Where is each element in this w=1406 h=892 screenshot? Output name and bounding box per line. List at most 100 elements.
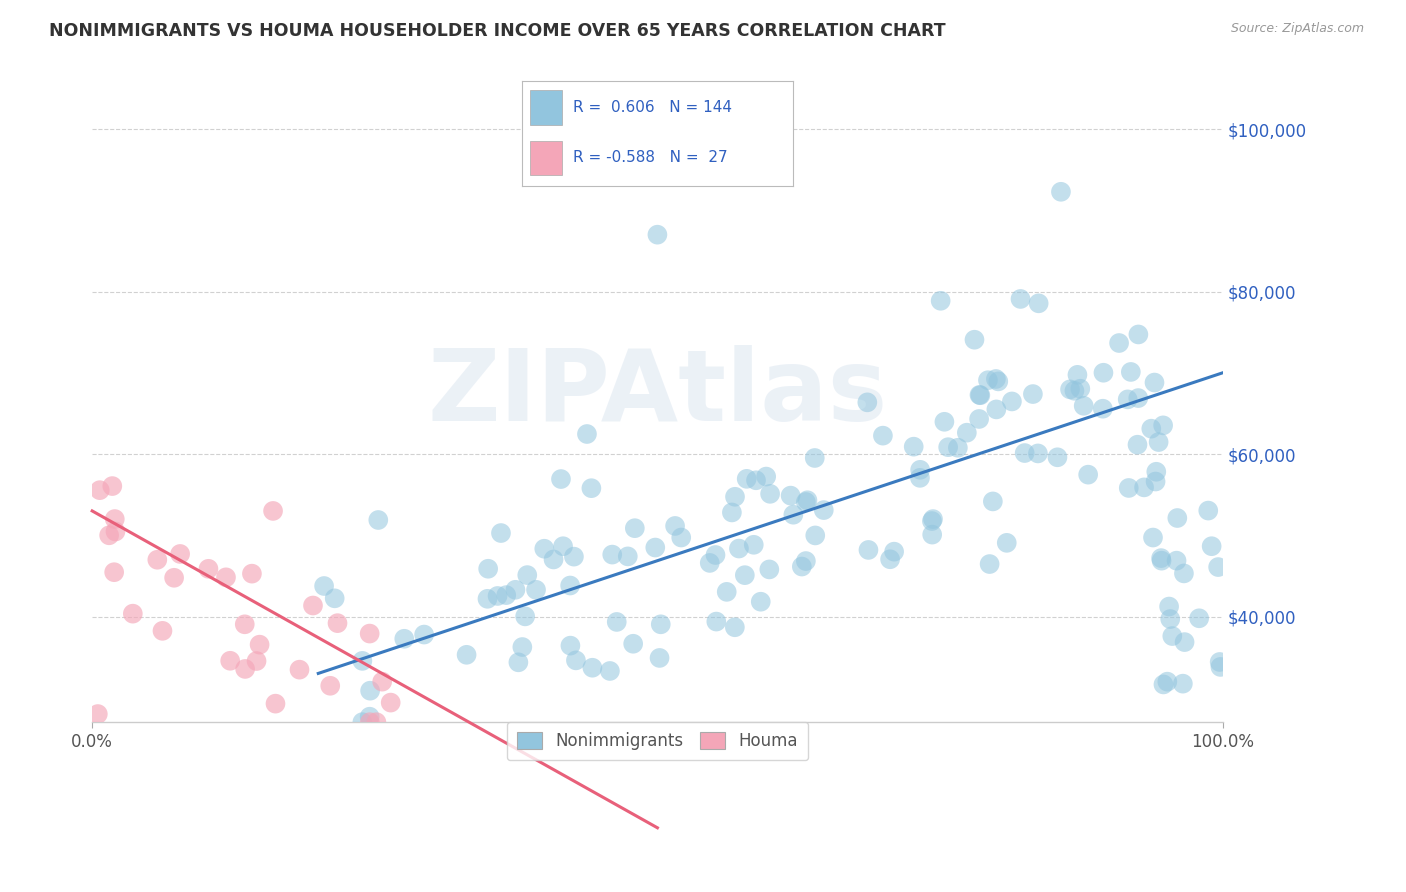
Point bbox=[796, 493, 818, 508]
Point bbox=[367, 513, 389, 527]
Point bbox=[790, 559, 813, 574]
Point bbox=[1152, 418, 1174, 433]
Point bbox=[671, 531, 693, 545]
Point bbox=[1143, 376, 1166, 390]
Point bbox=[516, 568, 538, 582]
Point bbox=[352, 654, 374, 668]
Legend: Nonimmigrants, Houma: Nonimmigrants, Houma bbox=[508, 722, 808, 760]
Point bbox=[319, 679, 342, 693]
Point bbox=[1144, 475, 1167, 489]
Point bbox=[302, 599, 325, 613]
Point bbox=[1197, 503, 1219, 517]
Point bbox=[929, 293, 952, 308]
Point bbox=[724, 620, 747, 634]
Point bbox=[921, 527, 943, 541]
Point bbox=[1206, 560, 1229, 574]
Point bbox=[575, 427, 598, 442]
Point bbox=[1116, 392, 1139, 407]
Point bbox=[1119, 365, 1142, 379]
Point bbox=[477, 591, 499, 606]
Point bbox=[1144, 465, 1167, 479]
Point bbox=[314, 579, 336, 593]
Point bbox=[600, 548, 623, 562]
Point bbox=[963, 333, 986, 347]
Point bbox=[794, 554, 817, 568]
Point bbox=[599, 664, 621, 678]
Point bbox=[1152, 677, 1174, 691]
Point bbox=[581, 481, 603, 495]
Point bbox=[936, 440, 959, 454]
Point bbox=[1166, 554, 1188, 568]
Point bbox=[858, 543, 880, 558]
Point bbox=[326, 616, 349, 631]
Point bbox=[624, 521, 647, 535]
Point bbox=[1188, 611, 1211, 625]
Point bbox=[987, 375, 1010, 389]
Point bbox=[908, 471, 931, 485]
Point bbox=[813, 503, 835, 517]
Point bbox=[734, 568, 756, 582]
Point bbox=[758, 562, 780, 576]
Point bbox=[89, 483, 111, 498]
Point bbox=[735, 472, 758, 486]
Point bbox=[704, 548, 727, 562]
Point bbox=[1171, 676, 1194, 690]
Point bbox=[1063, 384, 1085, 398]
Point bbox=[621, 637, 644, 651]
Point bbox=[647, 227, 669, 242]
Point bbox=[969, 388, 991, 402]
Point bbox=[1108, 336, 1130, 351]
Point bbox=[977, 373, 1000, 387]
Point bbox=[245, 654, 267, 668]
Point bbox=[495, 588, 517, 602]
Point bbox=[704, 615, 727, 629]
Point bbox=[1159, 599, 1181, 614]
Point bbox=[1091, 401, 1114, 416]
Point bbox=[1026, 446, 1049, 460]
Point bbox=[1066, 368, 1088, 382]
Point bbox=[394, 632, 416, 646]
Point bbox=[562, 549, 585, 564]
Point bbox=[1014, 446, 1036, 460]
Point bbox=[1059, 383, 1081, 397]
Point bbox=[249, 638, 271, 652]
Point bbox=[1166, 511, 1188, 525]
Point bbox=[1173, 566, 1195, 581]
Point bbox=[371, 674, 394, 689]
Point bbox=[995, 536, 1018, 550]
Point bbox=[956, 425, 979, 440]
Point bbox=[699, 556, 721, 570]
Point bbox=[565, 653, 588, 667]
Point bbox=[1150, 554, 1173, 568]
Point bbox=[803, 450, 825, 465]
Point bbox=[644, 541, 666, 555]
Point bbox=[551, 539, 574, 553]
Point bbox=[262, 504, 284, 518]
Point bbox=[879, 552, 901, 566]
Point bbox=[1140, 422, 1163, 436]
Point bbox=[1092, 366, 1115, 380]
Point bbox=[1126, 438, 1149, 452]
Point bbox=[749, 595, 772, 609]
Point bbox=[969, 388, 991, 402]
Point bbox=[617, 549, 640, 564]
Point bbox=[986, 402, 1008, 417]
Point bbox=[1050, 185, 1073, 199]
Point bbox=[359, 715, 381, 730]
Point bbox=[856, 395, 879, 409]
Point bbox=[366, 715, 388, 730]
Point bbox=[152, 624, 174, 638]
Point bbox=[264, 697, 287, 711]
Point bbox=[759, 487, 782, 501]
Point bbox=[1069, 382, 1091, 396]
Point bbox=[456, 648, 478, 662]
Point bbox=[1022, 387, 1045, 401]
Point bbox=[1128, 327, 1150, 342]
Point bbox=[724, 490, 747, 504]
Point bbox=[922, 512, 945, 526]
Point bbox=[104, 524, 127, 539]
Point bbox=[288, 663, 311, 677]
Point bbox=[413, 627, 436, 641]
Point bbox=[359, 709, 381, 723]
Point bbox=[946, 441, 969, 455]
